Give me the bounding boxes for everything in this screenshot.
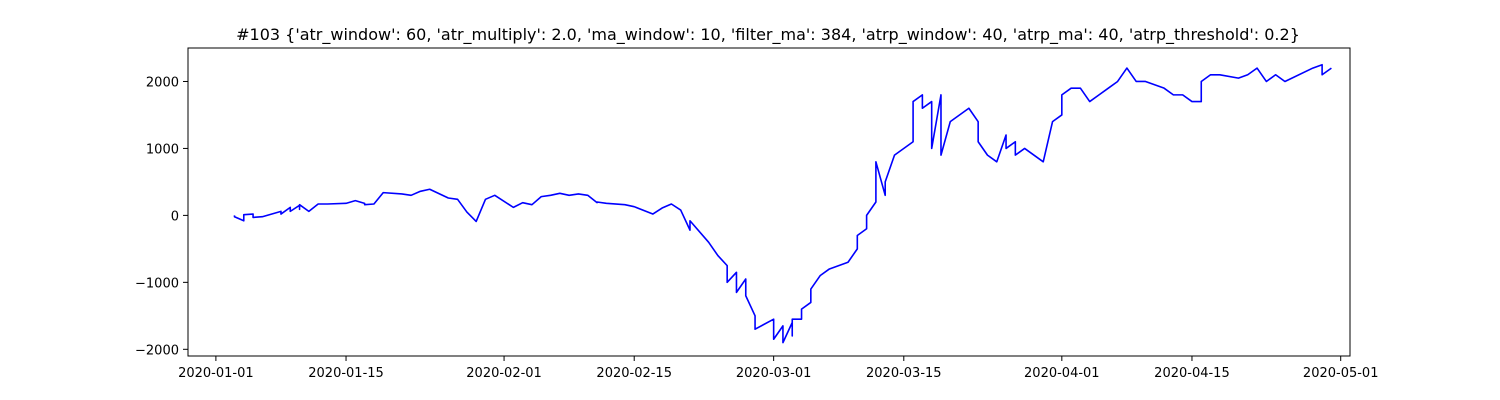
- x-tick-label: 2020-05-01: [1303, 366, 1379, 381]
- chart-title: #103 {'atr_window': 60, 'atr_multiply': …: [236, 25, 1300, 45]
- y-tick-label: 1000: [146, 142, 179, 157]
- series-layer: [233, 63, 1332, 344]
- x-tick-label: 2020-03-01: [736, 366, 812, 381]
- x-tick-label: 2020-04-15: [1154, 366, 1230, 381]
- x-tick-label: 2020-01-01: [178, 366, 254, 381]
- x-tick-label: 2020-02-15: [596, 366, 672, 381]
- x-tick-label: 2020-01-15: [308, 366, 384, 381]
- x-axis: 2020-01-01 2020-01-15 2020-02-01 2020-02-15…: [178, 356, 1378, 381]
- y-tick-label: −1000: [135, 276, 179, 291]
- plot-frame: [187, 47, 1351, 357]
- x-tick-label: 2020-02-01: [466, 366, 542, 381]
- y-tick-label: 0: [171, 209, 179, 224]
- y-axis: −2000 −1000 0 1000 2000: [135, 75, 188, 358]
- y-tick-label: −2000: [135, 343, 179, 358]
- series-line: [233, 63, 1332, 344]
- x-tick-label: 2020-03-15: [866, 366, 942, 381]
- x-tick-label: 2020-04-01: [1024, 366, 1100, 381]
- y-tick-label: 2000: [146, 75, 179, 90]
